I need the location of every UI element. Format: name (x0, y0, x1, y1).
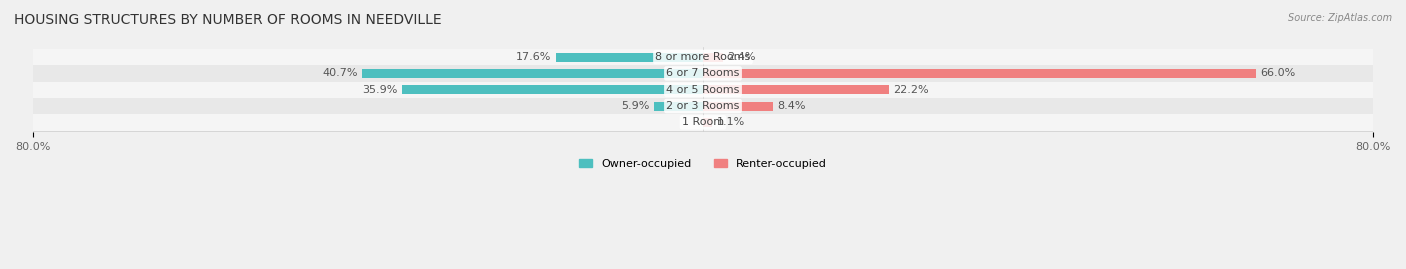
Text: 2 or 3 Rooms: 2 or 3 Rooms (666, 101, 740, 111)
Text: HOUSING STRUCTURES BY NUMBER OF ROOMS IN NEEDVILLE: HOUSING STRUCTURES BY NUMBER OF ROOMS IN… (14, 13, 441, 27)
Bar (555, 52, 703, 62)
Text: 8 or more Rooms: 8 or more Rooms (655, 52, 751, 62)
Text: 2.4%: 2.4% (727, 52, 756, 62)
Bar (402, 85, 703, 94)
Text: 6 or 7 Rooms: 6 or 7 Rooms (666, 68, 740, 78)
Text: 22.2%: 22.2% (893, 85, 929, 95)
Bar (361, 69, 703, 78)
Text: 5.9%: 5.9% (621, 101, 650, 111)
Bar (32, 98, 1374, 114)
Text: 17.6%: 17.6% (516, 52, 551, 62)
Bar (32, 49, 1374, 65)
Bar (32, 65, 1374, 82)
Bar (32, 114, 1374, 130)
Text: Source: ZipAtlas.com: Source: ZipAtlas.com (1288, 13, 1392, 23)
Legend: Owner-occupied, Renter-occupied: Owner-occupied, Renter-occupied (575, 154, 831, 173)
Text: 4 or 5 Rooms: 4 or 5 Rooms (666, 85, 740, 95)
Bar (703, 118, 713, 127)
Bar (703, 52, 723, 62)
Text: 8.4%: 8.4% (778, 101, 806, 111)
Bar (654, 102, 703, 111)
Text: 1.1%: 1.1% (717, 117, 745, 128)
Bar (703, 69, 1256, 78)
Bar (703, 102, 773, 111)
Text: 35.9%: 35.9% (363, 85, 398, 95)
Bar (703, 85, 889, 94)
Text: 1 Room: 1 Room (682, 117, 724, 128)
Text: 40.7%: 40.7% (322, 68, 357, 78)
Text: 66.0%: 66.0% (1260, 68, 1295, 78)
Bar (32, 82, 1374, 98)
